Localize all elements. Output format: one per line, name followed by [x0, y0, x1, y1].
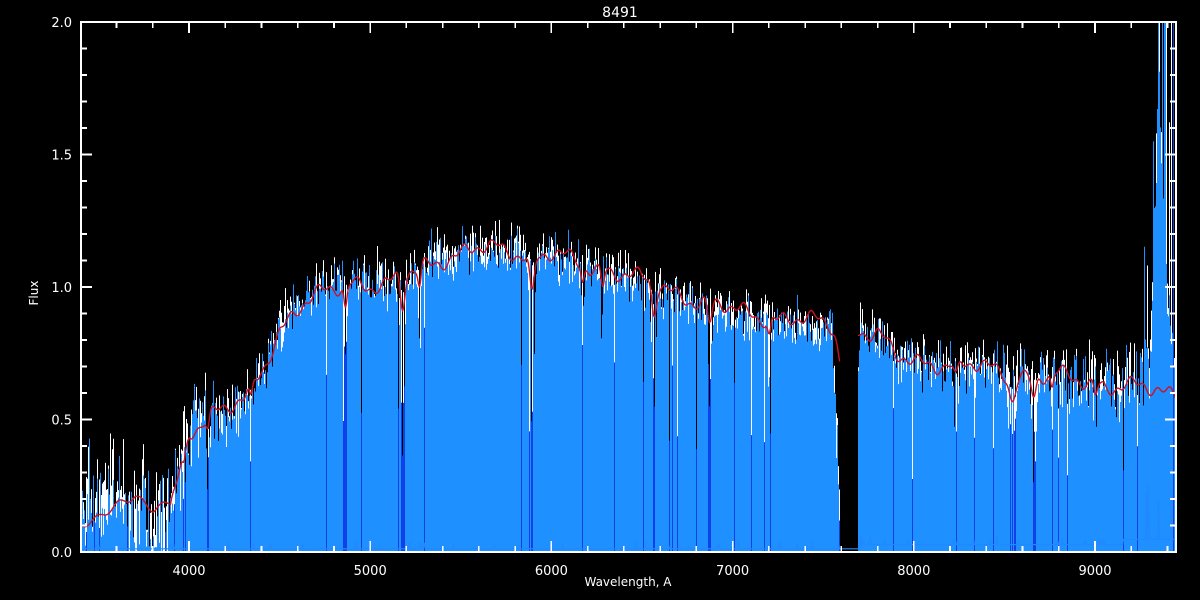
data-layer: [81, 22, 1176, 552]
plot-title: 8491: [602, 5, 638, 21]
model-fit-line: [81, 239, 1176, 528]
clipped-data-group: [81, 22, 1176, 552]
x-tick-label: 8000: [897, 564, 930, 579]
y-tick-label: 1.0: [51, 281, 72, 296]
x-tick-label: 6000: [535, 564, 568, 579]
x-tick-label: 5000: [354, 564, 387, 579]
y-tick-label: 2.0: [51, 16, 72, 31]
y-tick-label: 1.5: [51, 149, 72, 164]
absorption-line-impulses: [86, 22, 1174, 552]
x-tick-label: 4000: [172, 564, 205, 579]
x-axis-title: Wavelength, A: [584, 575, 672, 589]
y-tick-label: 0.0: [51, 546, 72, 561]
x-tick-label: 9000: [1078, 564, 1111, 579]
axes-frame: [80, 21, 1177, 553]
noise-overlay-impulses: [83, 22, 1176, 552]
y-tick-label: 0.5: [51, 414, 72, 429]
x-tick-label: 7000: [716, 564, 749, 579]
y-axis-title: Flux: [27, 281, 41, 306]
tick-label-layer: 4000 5000 6000 7000 8000 9000 0.0 0.5 1.0 1.5 2.0: [51, 16, 1111, 579]
error-baseline-line: [81, 483, 1176, 551]
